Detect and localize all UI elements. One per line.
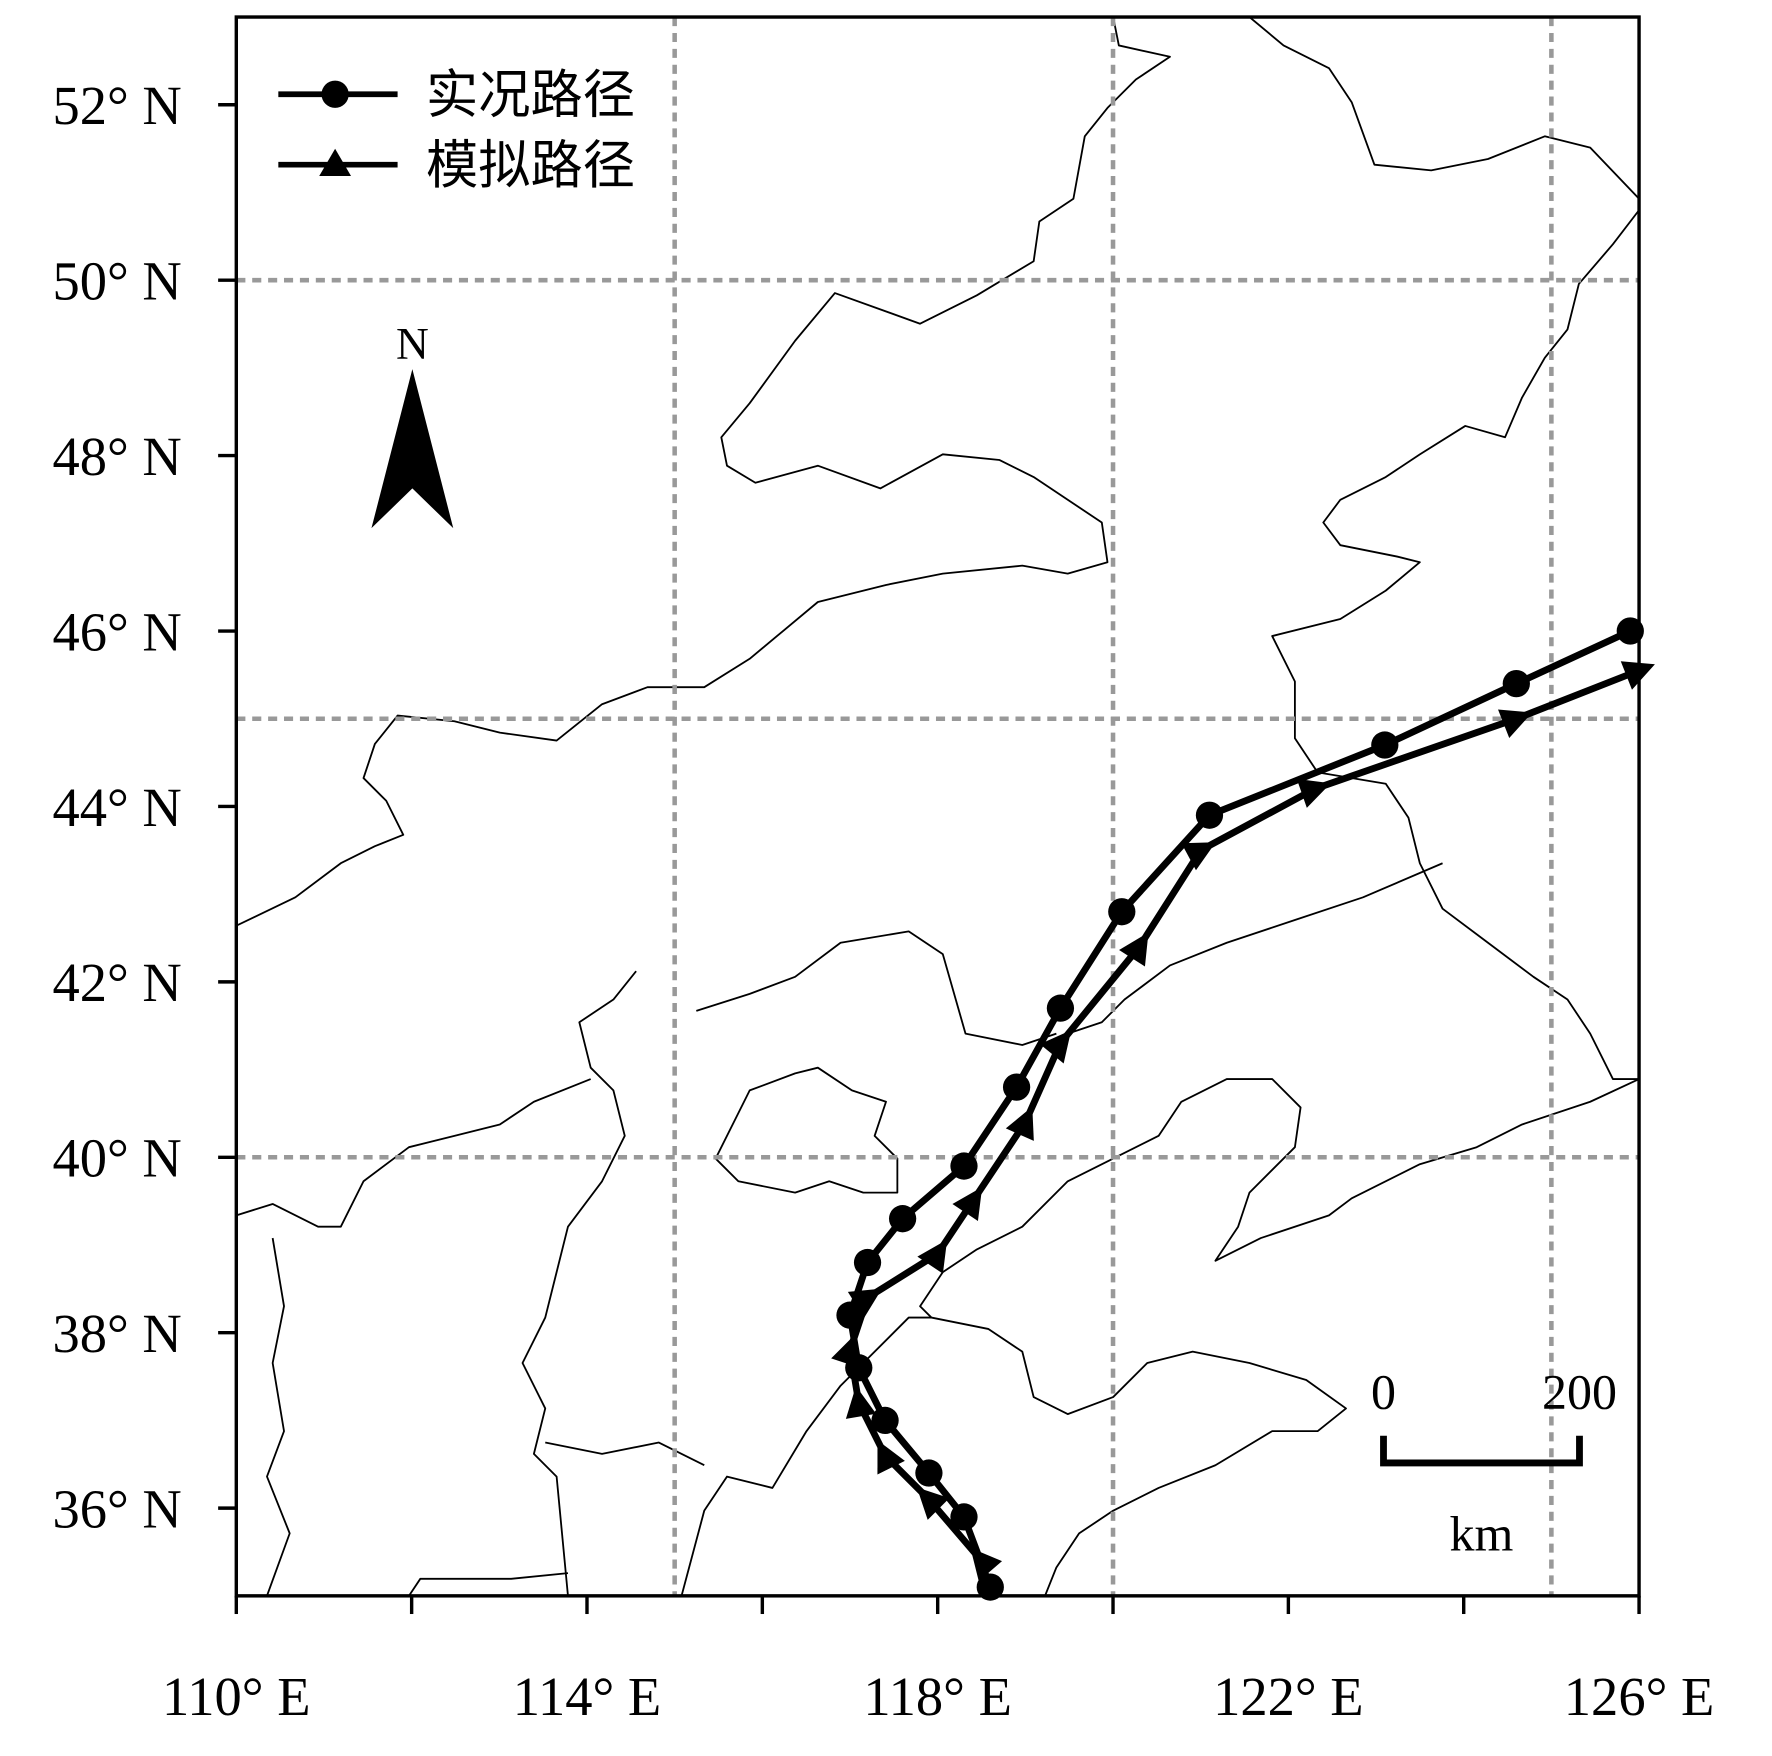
track-marker [976, 1573, 1004, 1601]
grid [236, 17, 1640, 1596]
y-tick-label: 36° N [52, 1478, 181, 1539]
border [714, 1066, 899, 1194]
y-tick-label: 48° N [52, 426, 181, 487]
north-label: N [396, 319, 429, 369]
track-marker [853, 1248, 882, 1277]
map-frame [234, 15, 1641, 1598]
track-marker [915, 1459, 943, 1487]
x-tick-label: 110° E [162, 1666, 310, 1727]
track-marker [871, 1406, 899, 1435]
north-arrow [371, 369, 454, 529]
track-marker [888, 1205, 917, 1233]
x-tick-label: 126° E [1564, 1666, 1715, 1727]
track-marker [1616, 617, 1644, 645]
scale-unit: km [1450, 1505, 1514, 1561]
track-marker [831, 1334, 861, 1369]
y-tick-label: 40° N [52, 1128, 181, 1189]
track-marker [1502, 670, 1530, 698]
border [545, 1441, 705, 1467]
x-tick-label: 118° E [863, 1666, 1011, 1727]
y-tick-label: 50° N [52, 250, 181, 311]
border [1271, 209, 1640, 1080]
border [1248, 17, 1640, 200]
track-marker [1296, 778, 1331, 808]
track-marker [877, 1440, 905, 1475]
border [696, 930, 1057, 1046]
x-tick-label: 122° E [1213, 1666, 1364, 1727]
track-marker [1046, 994, 1075, 1022]
x-tick-label: 114° E [513, 1666, 661, 1727]
track-marker [1005, 1106, 1034, 1141]
track-marker [1181, 842, 1216, 871]
track-marker [917, 1239, 948, 1274]
track-marker [1498, 709, 1533, 738]
track-marker [1039, 1030, 1072, 1064]
track-marker [847, 1288, 882, 1318]
border [236, 17, 1171, 927]
track-marker [916, 1487, 950, 1520]
border [521, 970, 637, 1596]
track-marker [1002, 1073, 1031, 1101]
track-marker [950, 1152, 978, 1180]
track-marker [952, 1186, 983, 1221]
legend-label: 模拟路径 [426, 137, 635, 195]
coastline [919, 1078, 1640, 1596]
track-marker [1108, 898, 1136, 926]
tracks [831, 617, 1655, 1601]
axes: 110° E 114° E 118° E 122° E 126° E 36° N 38° N… [52, 75, 1714, 1727]
legend-marker [319, 148, 352, 177]
scale-label: 0 [1371, 1363, 1396, 1419]
legend-label: 实况路径 [426, 66, 635, 124]
border [266, 1237, 291, 1596]
border [1067, 862, 1443, 1035]
track-marker [970, 1547, 1003, 1582]
scale-bar-line [1380, 1435, 1583, 1467]
track-line [846, 627, 1632, 1589]
border [408, 1572, 569, 1596]
track-marker [950, 1503, 978, 1531]
y-tick-label: 44° N [52, 777, 181, 838]
track-marker [845, 1386, 877, 1419]
scale-label: 200 [1542, 1363, 1617, 1419]
y-tick-label: 38° N [52, 1303, 181, 1364]
track-marker [1119, 932, 1149, 967]
border [236, 1078, 592, 1228]
legend-marker [321, 80, 349, 108]
basemap [236, 17, 1640, 1596]
scale-bar: 0 200 km [1371, 1363, 1617, 1561]
border [680, 1316, 932, 1596]
track-marker [1195, 801, 1224, 829]
y-tick-label: 52° N [52, 75, 181, 136]
track-marker [1371, 731, 1399, 759]
y-tick-label: 42° N [52, 952, 181, 1013]
y-tick-label: 46° N [52, 601, 181, 662]
